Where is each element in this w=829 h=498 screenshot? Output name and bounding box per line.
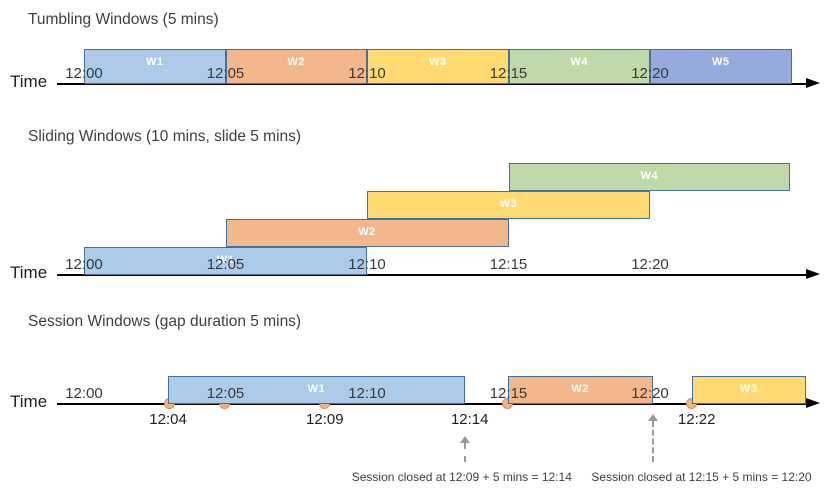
window-label: W2: [287, 56, 305, 68]
window-box-w3: W3: [367, 49, 509, 84]
callout-arrow-icon: [459, 436, 470, 443]
window-box-w1: W1: [84, 49, 226, 84]
tick-label: 12:10: [348, 65, 386, 82]
window-label: W2: [358, 226, 376, 238]
event-time-label: 12:22: [677, 411, 716, 428]
timeline-line: [57, 83, 806, 85]
callout-arrow-line: [651, 421, 654, 462]
tick-label: 12:05: [206, 65, 245, 82]
window-box-w1: W1: [168, 376, 465, 404]
tick-label: 12:00: [65, 65, 103, 82]
tick-label: 12:15: [489, 385, 528, 402]
time-axis-label: Time: [10, 263, 48, 282]
section-title-session: Session Windows (gap duration 5 mins): [28, 313, 302, 330]
window-box-w2: W2: [225, 49, 367, 84]
window-box-w3: W3: [691, 376, 806, 404]
window-label: W3: [429, 56, 447, 68]
event-time-label: 12:09: [306, 411, 344, 428]
event-time-label: 12:04: [149, 411, 187, 428]
tick-label: 12:15: [489, 65, 528, 82]
callout-text: Session closed at 12:15 + 5 mins = 12:20: [591, 470, 812, 484]
window-label: W1: [307, 383, 326, 395]
tick-label: 12:05: [206, 256, 245, 273]
window-label: W3: [739, 383, 758, 395]
callout-text: Session closed at 12:09 + 5 mins = 12:14: [351, 470, 572, 484]
event-time-label: 12:14: [450, 411, 489, 428]
timeline-arrow-icon: [806, 398, 820, 408]
time-axis-label: Time: [10, 72, 48, 91]
tick-label: 12:15: [489, 256, 528, 273]
window-box-w3: W3: [367, 191, 650, 219]
window-label: W3: [499, 198, 518, 210]
tick-label: 12:10: [348, 256, 386, 273]
timeline-arrow-icon: [806, 78, 820, 88]
timeline-line: [57, 274, 806, 276]
window-label: W2: [571, 383, 589, 395]
callout-arrow-line: [463, 443, 466, 462]
window-box-w5: W5: [650, 49, 792, 84]
window-label: W1: [216, 254, 235, 266]
tick-label: 12:20: [631, 256, 669, 273]
callout-arrow-icon: [647, 414, 658, 421]
tick-label: 12:00: [65, 256, 103, 273]
window-label: W4: [570, 56, 588, 68]
window-label: W4: [640, 170, 659, 182]
time-axis-label: Time: [10, 392, 48, 411]
window-box-w4: W4: [508, 163, 791, 191]
tick-label: 12:05: [206, 385, 245, 402]
timeline-arrow-icon: [806, 269, 820, 279]
window-label: W1: [146, 56, 164, 68]
timeline-line: [57, 403, 806, 405]
section-title-sliding: Sliding Windows (10 mins, slide 5 mins): [28, 128, 302, 145]
section-title-tumbling: Tumbling Windows (5 mins): [28, 11, 219, 28]
tick-label: 12:20: [631, 385, 669, 402]
tick-label: 12:10: [348, 385, 386, 402]
window-box-w1: W1: [84, 247, 367, 275]
window-box-w2: W2: [507, 376, 653, 404]
tick-label: 12:00: [65, 385, 103, 402]
tick-label: 12:20: [631, 65, 669, 82]
window-box-w4: W4: [508, 49, 650, 84]
window-label: W5: [712, 56, 730, 68]
window-box-w2: W2: [225, 219, 509, 247]
